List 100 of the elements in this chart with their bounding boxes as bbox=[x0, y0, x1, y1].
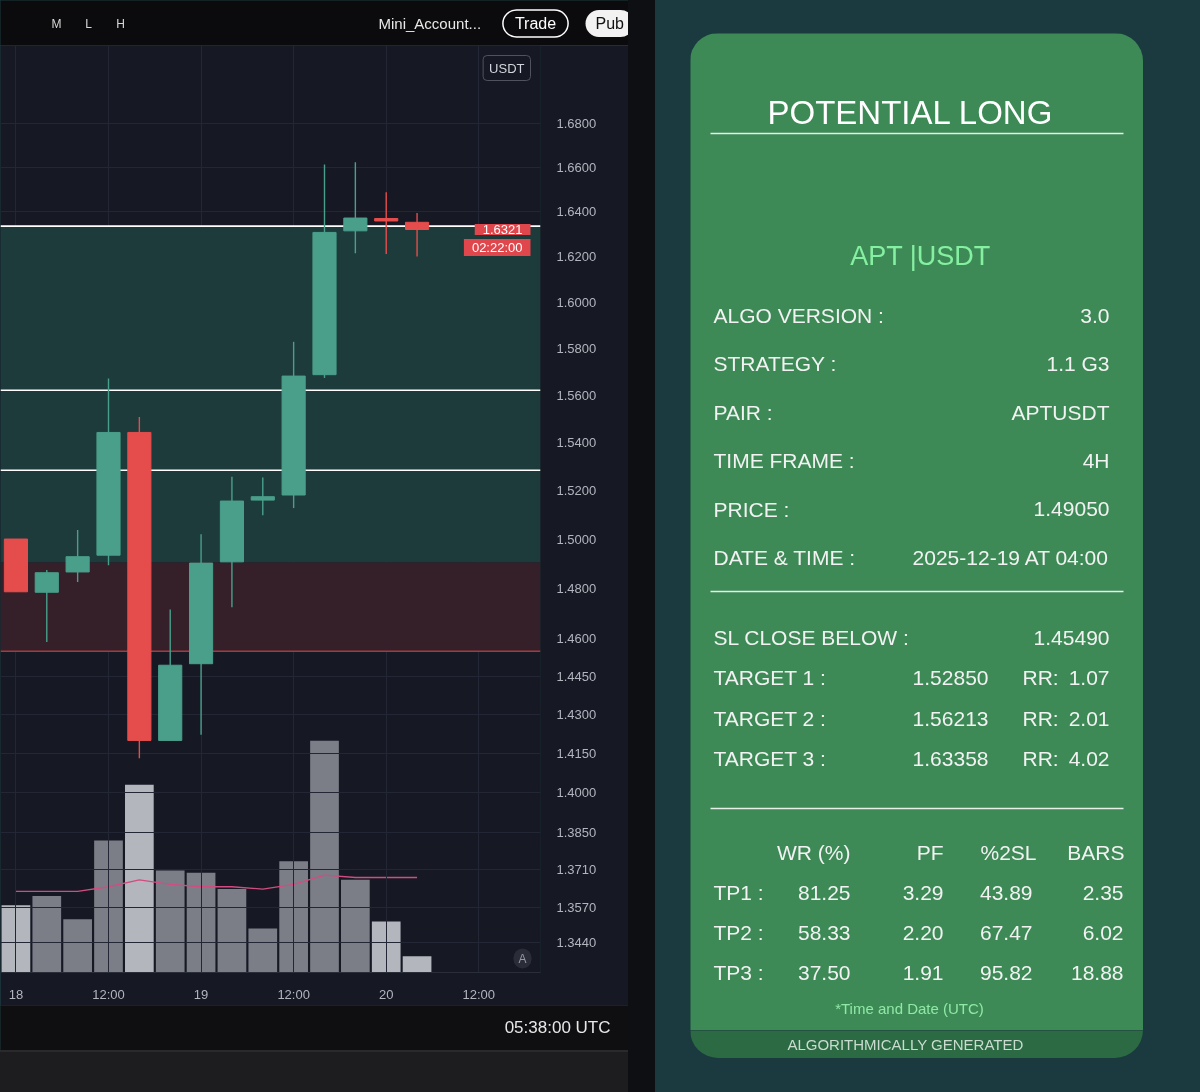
text: 2.35 bbox=[1082, 880, 1124, 904]
y-tick-label: 1.4450 bbox=[556, 668, 597, 684]
annotation: USDT bbox=[489, 60, 525, 76]
y-tick-label: 1.4150 bbox=[556, 745, 597, 761]
text: 3.29 bbox=[902, 880, 944, 904]
text: TIME FRAME : bbox=[713, 449, 855, 473]
text: TP2 : bbox=[713, 921, 764, 944]
text: TARGET 1 : bbox=[713, 666, 826, 689]
y-tick-label: 1.5800 bbox=[556, 341, 597, 357]
bar bbox=[155, 870, 185, 973]
y-tick-label: 1.4000 bbox=[556, 785, 597, 800]
text: SL CLOSE BELOW : bbox=[713, 626, 909, 649]
text: L bbox=[85, 16, 93, 31]
text: 2025-12-19 AT 04:00 bbox=[912, 546, 1108, 569]
candlestick bbox=[34, 569, 59, 643]
text: 18.88 bbox=[1070, 960, 1124, 984]
text: 67.47 bbox=[979, 920, 1033, 944]
bar bbox=[371, 921, 401, 973]
bar bbox=[279, 861, 308, 973]
text: 1.1 G3 bbox=[1046, 352, 1110, 376]
x-tick-label: 20 bbox=[378, 986, 394, 1002]
text: APTUSDT bbox=[1011, 400, 1110, 424]
text: ALGO VERSION : bbox=[713, 304, 884, 327]
y-tick-label: 1.6400 bbox=[556, 204, 597, 220]
text: 05:38:00 UTC bbox=[504, 1018, 611, 1037]
y-tick-label: 1.3440 bbox=[556, 934, 597, 950]
text: APT |USDT bbox=[850, 240, 991, 271]
text: PAIR : bbox=[713, 400, 773, 424]
text: 1.07 bbox=[1068, 665, 1110, 689]
bar bbox=[341, 879, 370, 973]
y-tick-label: 1.4300 bbox=[556, 707, 597, 723]
bar bbox=[1, 905, 31, 973]
text: 43.89 bbox=[979, 880, 1033, 904]
text: 1.91 bbox=[902, 960, 944, 984]
bar bbox=[125, 784, 154, 973]
text: Trade bbox=[514, 15, 557, 32]
y-tick-label: 1.5000 bbox=[556, 531, 597, 547]
bar bbox=[310, 740, 339, 973]
annotation: 1.6321 bbox=[482, 221, 523, 237]
text: Pub bbox=[595, 15, 625, 32]
candlestick bbox=[250, 476, 275, 516]
y-tick-label: 1.4800 bbox=[556, 581, 597, 597]
text: 58.33 bbox=[797, 920, 851, 944]
text: TP1 : bbox=[713, 881, 764, 904]
y-tick-label: 1.6200 bbox=[556, 249, 597, 265]
text: 1.49050 bbox=[1033, 497, 1110, 521]
x-tick-label: 19 bbox=[193, 986, 209, 1002]
y-tick-label: 1.5200 bbox=[556, 483, 597, 499]
y-tick-label: 1.6800 bbox=[556, 115, 597, 131]
x-tick-label: 12:00 bbox=[277, 986, 310, 1002]
text: TARGET 3 : bbox=[713, 747, 826, 770]
text: 4H bbox=[1082, 449, 1110, 473]
bar bbox=[94, 840, 123, 973]
text: ALGORITHMICALLY GENERATED bbox=[787, 1036, 1024, 1053]
text: 1.45490 bbox=[1033, 625, 1110, 649]
text: M bbox=[51, 16, 62, 31]
text: POTENTIAL LONG bbox=[767, 94, 1053, 131]
bar bbox=[402, 956, 432, 973]
y-tick-label: 1.5600 bbox=[556, 387, 597, 403]
text: 1.52850 bbox=[912, 665, 989, 689]
y-tick-label: 1.5400 bbox=[556, 435, 597, 451]
candlestick bbox=[343, 161, 368, 254]
y-tick-label: 1.3710 bbox=[556, 861, 597, 877]
bar bbox=[186, 872, 216, 973]
text: 1.63358 bbox=[912, 746, 989, 770]
text: *Time and Date (UTC) bbox=[835, 1000, 984, 1017]
text: 37.50 bbox=[797, 960, 851, 984]
x-tick-label: 18 bbox=[8, 986, 24, 1002]
text: PRICE : bbox=[713, 497, 790, 521]
text: 95.82 bbox=[979, 960, 1033, 984]
annotation: A bbox=[518, 951, 527, 966]
x-tick-label: 12:00 bbox=[92, 986, 125, 1002]
text: 81.25 bbox=[797, 880, 851, 904]
candlestick bbox=[65, 529, 90, 583]
text: RR: bbox=[1022, 707, 1059, 730]
y-tick-label: 1.3570 bbox=[556, 899, 597, 915]
annotation: 02:22:00 bbox=[471, 239, 523, 255]
y-tick-label: 1.3850 bbox=[556, 824, 597, 840]
text: 4.02 bbox=[1068, 746, 1110, 770]
text: RR: bbox=[1022, 747, 1059, 770]
y-tick-label: 1.6000 bbox=[556, 294, 597, 310]
text: BARS bbox=[1067, 841, 1125, 864]
text: DATE & TIME : bbox=[713, 546, 856, 569]
text: RR: bbox=[1022, 666, 1059, 689]
bar bbox=[63, 919, 92, 973]
text: WR (%) bbox=[777, 841, 851, 864]
text: TP3 : bbox=[713, 961, 764, 984]
text: H bbox=[116, 16, 125, 31]
text: TARGET 2 : bbox=[713, 707, 826, 730]
bar bbox=[217, 889, 247, 973]
candlestick bbox=[405, 212, 430, 258]
y-tick-label: 1.4600 bbox=[556, 630, 597, 646]
y-tick-label: 1.6600 bbox=[556, 159, 597, 175]
text: %2SL bbox=[980, 841, 1037, 864]
text: STRATEGY : bbox=[713, 352, 837, 376]
candlestick bbox=[374, 191, 399, 255]
text: PF bbox=[916, 841, 944, 864]
bar bbox=[32, 896, 62, 973]
text: 2.20 bbox=[902, 920, 944, 944]
bar bbox=[248, 928, 278, 973]
